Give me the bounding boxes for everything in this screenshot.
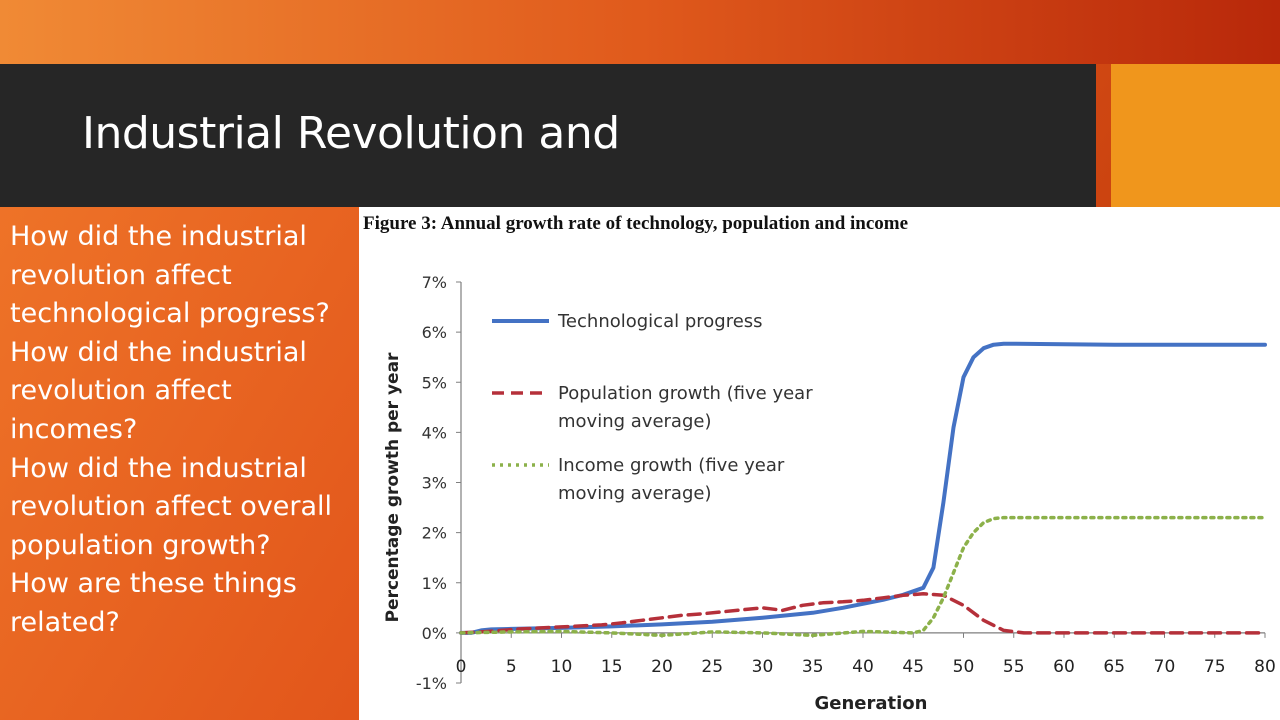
x-tick-label: 75 bbox=[1204, 657, 1226, 677]
y-tick-label: 1% bbox=[422, 574, 447, 593]
y-tick-label: 0% bbox=[422, 624, 447, 643]
y-tick-label: 5% bbox=[422, 373, 447, 392]
chart-title: Figure 3: Annual growth rate of technolo… bbox=[363, 213, 908, 234]
question-list: How did the industrial revolution affect… bbox=[10, 218, 355, 643]
y-tick-label: 4% bbox=[422, 423, 447, 442]
x-tick-label: 15 bbox=[601, 657, 623, 677]
legend-label-2: Income growth (five year moving average) bbox=[558, 455, 785, 504]
x-tick-label: 40 bbox=[852, 657, 874, 677]
x-tick-label: 10 bbox=[551, 657, 573, 677]
x-tick-label: 55 bbox=[1003, 657, 1025, 677]
y-tick-label: 6% bbox=[422, 323, 447, 342]
x-tick-label: 60 bbox=[1053, 657, 1075, 677]
series-line-2 bbox=[459, 515, 1267, 638]
legend-label-0: Technological progress bbox=[557, 311, 763, 332]
series-line-1 bbox=[459, 592, 1267, 635]
x-axis-label: Generation bbox=[815, 693, 928, 714]
x-tick-label: 45 bbox=[902, 657, 924, 677]
title-bar bbox=[0, 64, 1096, 207]
question-item: How are these things related? bbox=[10, 568, 297, 638]
x-tick-label: 70 bbox=[1154, 657, 1176, 677]
series-layer bbox=[459, 341, 1267, 638]
x-tick-label: 30 bbox=[752, 657, 774, 677]
legend-label-1: Population growth (five year moving avera… bbox=[558, 383, 813, 432]
x-tick-label: 50 bbox=[953, 657, 975, 677]
x-tick-label: 25 bbox=[701, 657, 723, 677]
chart-panel: Figure 3: Annual growth rate of technolo… bbox=[359, 207, 1280, 720]
x-tick-label: 5 bbox=[506, 657, 517, 677]
top-decor-band bbox=[0, 0, 1280, 64]
question-item: How did the industrial revolution affect… bbox=[10, 336, 307, 445]
question-item: How did the industrial revolution affect… bbox=[10, 221, 330, 330]
series-line-0 bbox=[459, 341, 1267, 635]
x-tick-label: 20 bbox=[651, 657, 673, 677]
y-tick-label: -1% bbox=[416, 674, 447, 693]
chart-legend: Technological progress Population growth … bbox=[492, 311, 813, 504]
x-tick-label: 80 bbox=[1254, 657, 1276, 677]
y-tick-label: 3% bbox=[422, 474, 447, 493]
x-tick-label: 0 bbox=[456, 657, 467, 677]
y-tick-label: 2% bbox=[422, 524, 447, 543]
x-tick-label: 35 bbox=[802, 657, 824, 677]
y-axis-label: Percentage growth per year bbox=[383, 352, 403, 622]
y-tick-label: 7% bbox=[422, 273, 447, 292]
x-tick-label: 65 bbox=[1103, 657, 1125, 677]
slide-title: Industrial Revolution and bbox=[82, 108, 620, 159]
accent-box bbox=[1111, 64, 1280, 207]
question-item: How did the industrial revolution affect… bbox=[10, 452, 333, 561]
growth-chart: Figure 3: Annual growth rate of technolo… bbox=[363, 213, 1276, 714]
